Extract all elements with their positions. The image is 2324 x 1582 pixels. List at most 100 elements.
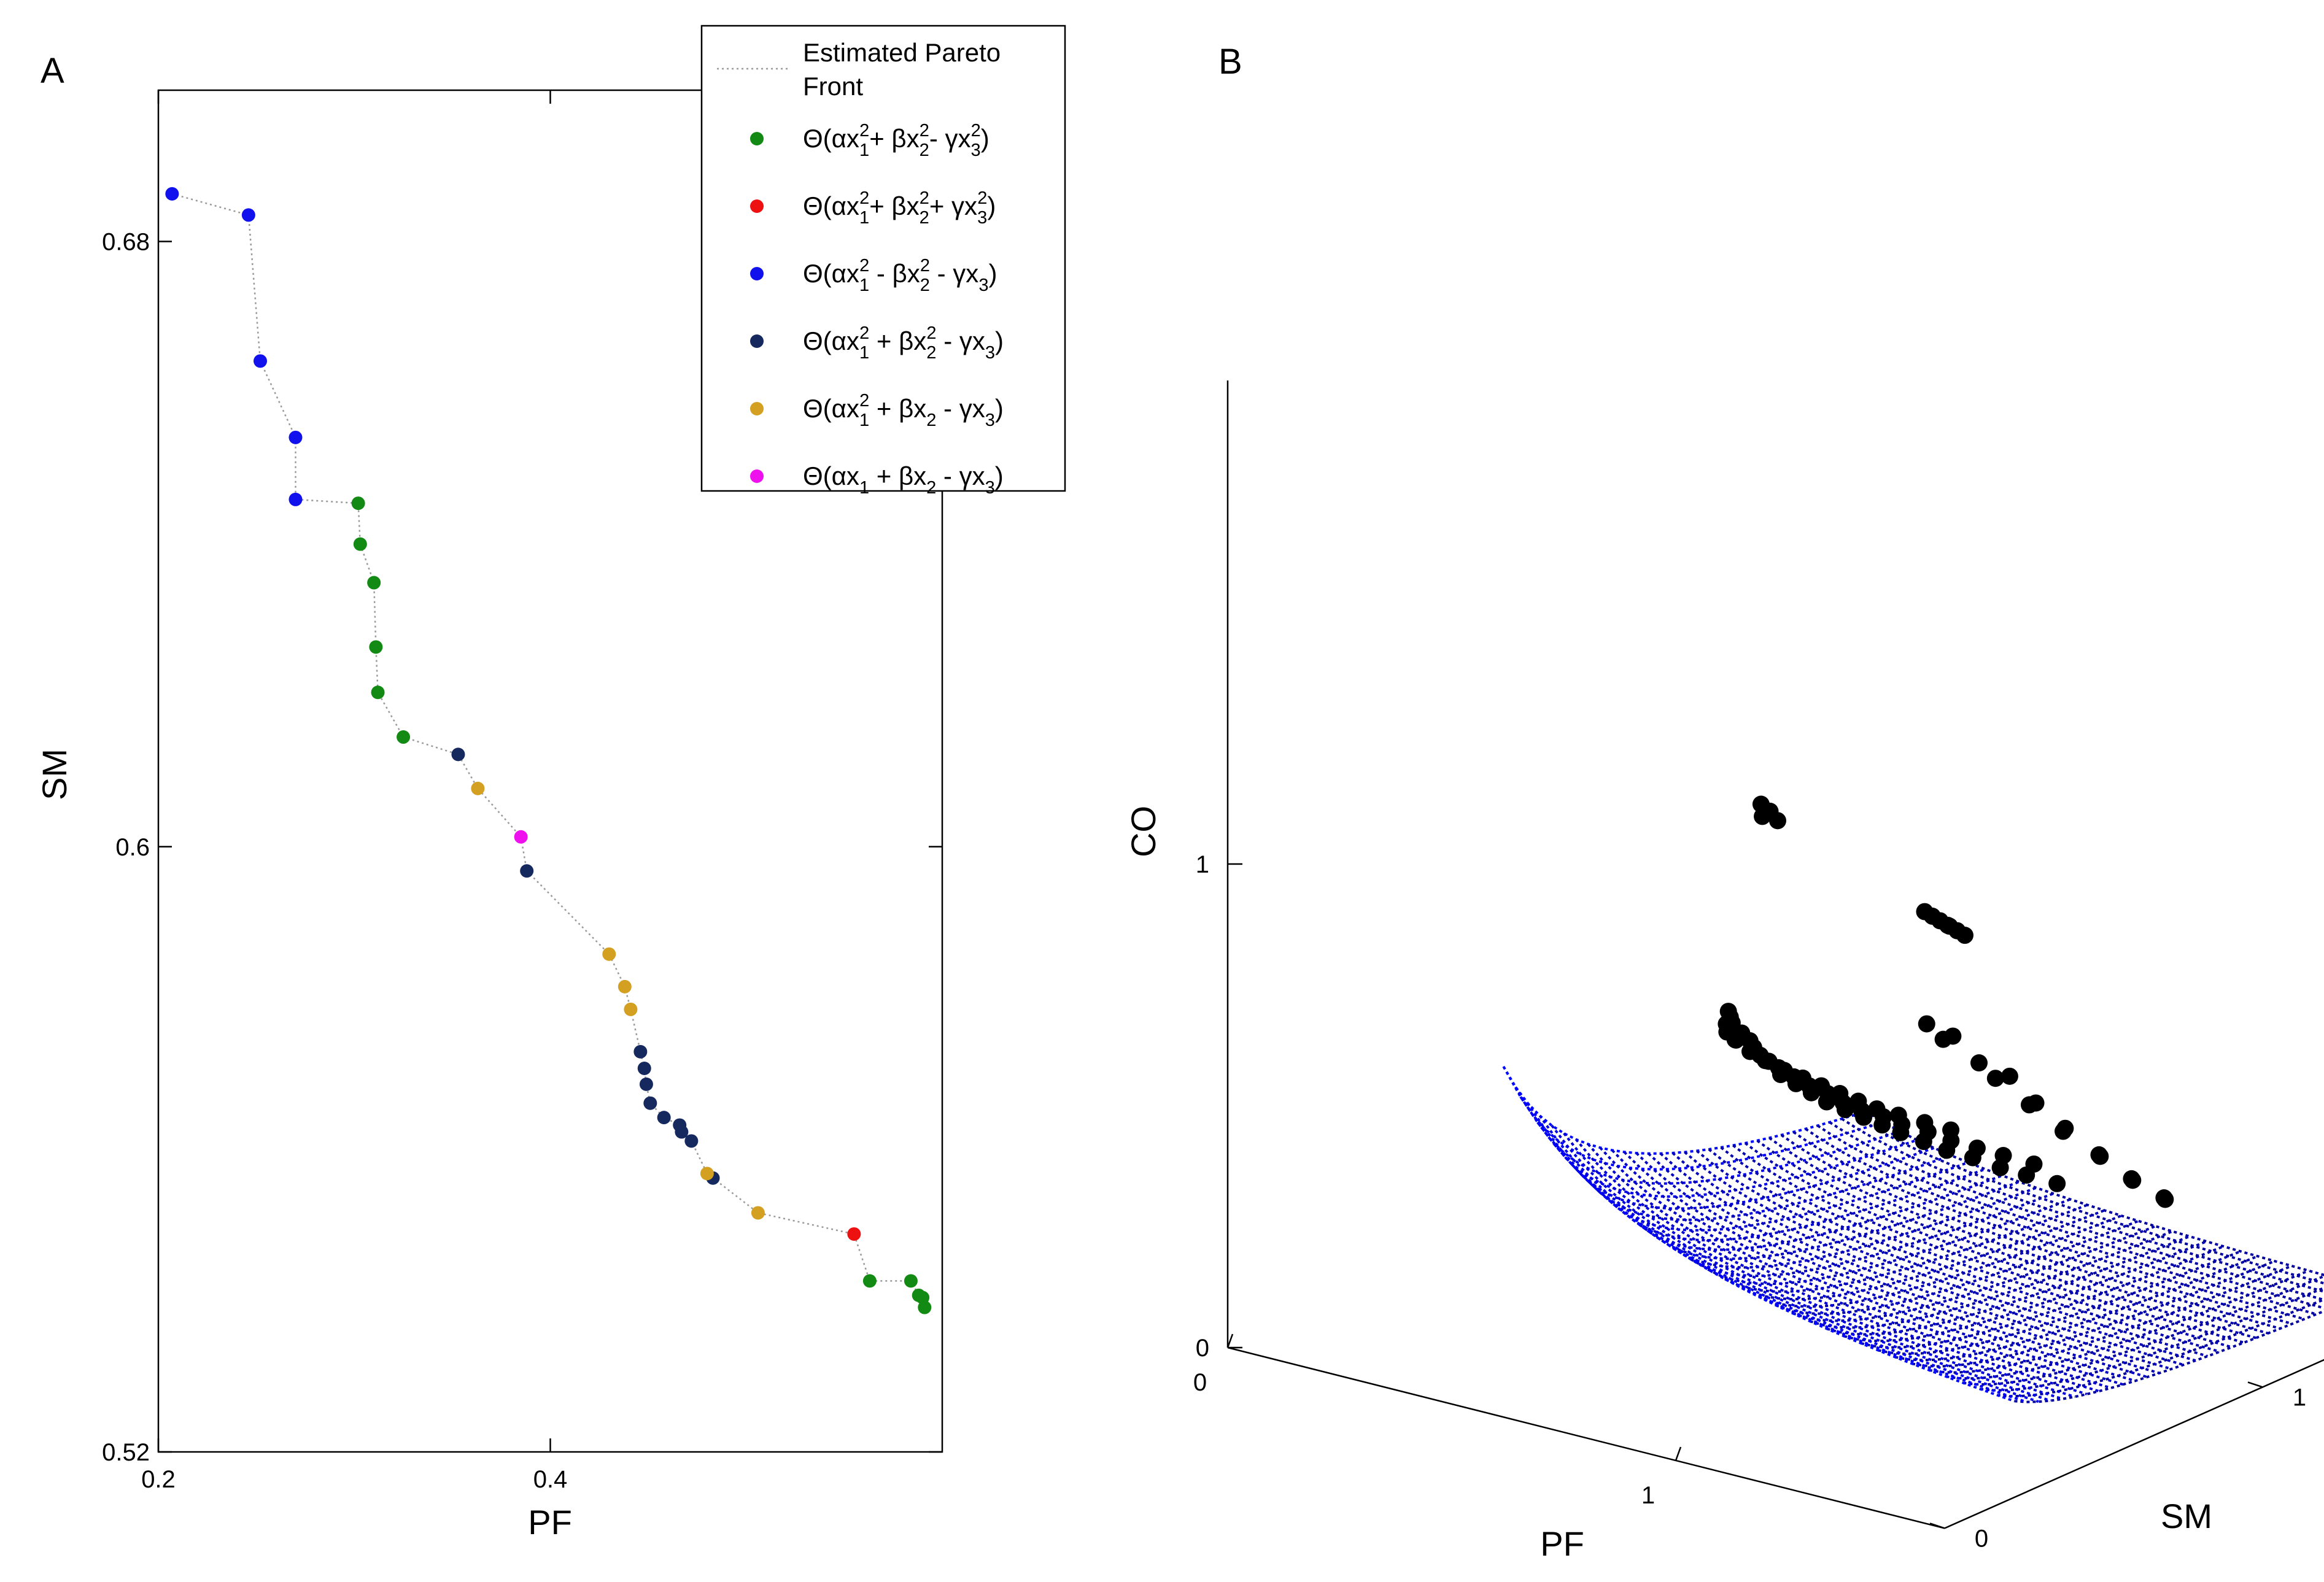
surface-mesh-line xyxy=(1514,1086,2027,1403)
data-point xyxy=(289,430,303,444)
data-point xyxy=(633,1044,648,1059)
data-point xyxy=(1918,1015,1935,1033)
data-point xyxy=(241,208,255,222)
panel-b-points xyxy=(1718,795,2174,1208)
surface-mesh-line xyxy=(1536,1121,1900,1185)
legend-marker xyxy=(750,132,764,145)
pf-tick-label: 0 xyxy=(1193,1369,1207,1396)
surface-mesh-line xyxy=(1805,1127,2317,1316)
data-point xyxy=(2124,1171,2142,1189)
surface-mesh-line xyxy=(1894,1255,2258,1362)
surface-mesh-line xyxy=(1502,1066,2015,1403)
surface-mesh-line xyxy=(1635,1152,2148,1378)
data-point xyxy=(2055,1122,2072,1140)
data-point xyxy=(1970,1054,1988,1072)
co-tick-label: 1 xyxy=(1196,851,1209,878)
data-point xyxy=(1745,1038,1762,1056)
data-point xyxy=(1889,1106,1907,1124)
surface-mesh-line xyxy=(1720,1146,2233,1349)
surface-mesh-line xyxy=(1708,1148,2220,1353)
data-point xyxy=(700,1167,714,1181)
surface-mesh-line xyxy=(1563,1132,2075,1399)
data-point xyxy=(1813,1077,1830,1095)
data-point xyxy=(165,187,179,201)
surface-mesh-line xyxy=(1648,1152,2160,1375)
data-point xyxy=(1934,1030,1952,1048)
data-point xyxy=(904,1274,918,1288)
legend-marker xyxy=(750,469,764,483)
data-point xyxy=(1868,1100,1886,1118)
data-point xyxy=(657,1111,671,1125)
data-point xyxy=(1916,1114,1934,1132)
surface-mesh-line xyxy=(1816,1124,2324,1310)
data-point xyxy=(451,747,465,762)
surface-mesh-line xyxy=(2014,1310,2324,1403)
surface-mesh-line xyxy=(1575,1138,2088,1395)
data-point xyxy=(1986,1070,2004,1087)
data-point xyxy=(1775,1062,1793,1079)
y-tick-label: 0.52 xyxy=(102,1439,150,1466)
legend-marker xyxy=(750,199,764,213)
data-point xyxy=(369,640,383,654)
data-point xyxy=(639,1077,653,1091)
surface-mesh-line xyxy=(1639,1174,2003,1251)
data-point xyxy=(624,1002,638,1016)
data-point xyxy=(2091,1148,2109,1165)
surface-mesh-line xyxy=(1659,1152,2172,1370)
pf-tick-mark xyxy=(1226,1333,1234,1348)
data-point xyxy=(254,354,268,368)
pf-axis-line xyxy=(1227,1346,1945,1529)
panel-b-axes: 0 1 0 1 0 1 xyxy=(1193,380,2324,1552)
panel-b-zlabel: CO xyxy=(1124,806,1163,857)
legend-entry-pareto-line2: Front xyxy=(803,72,863,101)
panel-b-ylabel: SM xyxy=(2161,1497,2212,1535)
data-point xyxy=(637,1061,651,1075)
data-point xyxy=(520,864,534,878)
surface-mesh-line xyxy=(1853,1114,2324,1285)
pareto-front-line xyxy=(171,193,926,1308)
surface-mesh-line xyxy=(1744,1142,2256,1340)
pf-tick-label: 1 xyxy=(1641,1482,1655,1509)
legend-marker xyxy=(750,402,764,415)
sm-tick-label: 0 xyxy=(1975,1525,1988,1552)
data-point xyxy=(1850,1092,1867,1110)
surface-mesh-line xyxy=(1768,1136,2281,1330)
surface-mesh-line xyxy=(1570,1146,1935,1210)
panel-a-points xyxy=(165,187,932,1314)
data-point xyxy=(847,1227,861,1241)
surface-mesh-line xyxy=(1622,1168,1986,1242)
data-point xyxy=(2020,1096,2038,1114)
legend-marker xyxy=(750,334,764,348)
sm-axis-line xyxy=(1944,1359,2324,1529)
data-point xyxy=(371,685,385,700)
surface-mesh-line xyxy=(1865,1110,2324,1276)
data-point xyxy=(1831,1085,1849,1102)
legend-entry: Θ(αx12 + βx22 - γx3) xyxy=(803,323,1004,363)
data-point xyxy=(2156,1190,2174,1208)
legend-entry: Θ(αx1 + βx2 - γx3) xyxy=(803,461,1004,498)
surface-mesh-line xyxy=(1526,1102,2039,1403)
surface-mesh-line xyxy=(1623,1151,2136,1383)
y-tick-label: 0.6 xyxy=(115,834,150,861)
data-point xyxy=(918,1300,932,1314)
data-point xyxy=(353,537,367,551)
x-tick-label: 0.2 xyxy=(141,1466,176,1493)
data-point xyxy=(643,1096,657,1110)
data-point xyxy=(471,781,485,795)
data-point xyxy=(602,947,616,961)
data-point xyxy=(1968,1139,1986,1157)
surface-mesh-line xyxy=(1841,1117,2324,1293)
data-point xyxy=(1942,1121,1960,1139)
co-tick-label: 0 xyxy=(1196,1335,1209,1362)
surface-mesh-line xyxy=(1605,1161,1969,1232)
pf-tick-mark xyxy=(1675,1446,1682,1461)
data-point xyxy=(1956,927,1973,944)
data-point xyxy=(351,496,365,511)
data-point xyxy=(1726,1031,1744,1049)
surface-mesh-line xyxy=(1724,1203,2088,1293)
sm-tick-label: 1 xyxy=(2293,1384,2306,1411)
surface-mesh-line xyxy=(1732,1144,2245,1344)
data-point xyxy=(514,830,528,844)
legend-entry: Θ(αx12+ βx22+ γx32) xyxy=(803,188,996,228)
